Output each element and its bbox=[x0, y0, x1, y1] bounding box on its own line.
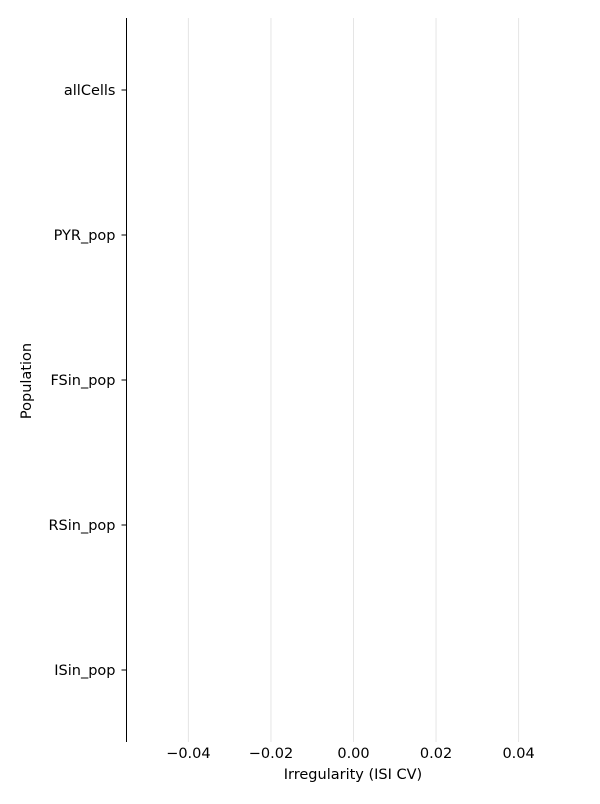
y-tick-label: PYR_pop bbox=[54, 228, 116, 244]
x-tick-label: −0.02 bbox=[249, 746, 293, 762]
x-tick-label: 0.04 bbox=[502, 746, 534, 762]
y-axis-label: Population bbox=[19, 343, 35, 419]
grid-layer bbox=[187, 18, 520, 742]
x-tick-layer: −0.04 −0.02 0.00 0.02 0.04 bbox=[166, 746, 535, 762]
y-tick-label: allCells bbox=[64, 83, 116, 99]
y-tick-label: RSin_pop bbox=[48, 518, 115, 534]
y-tick-label: ISin_pop bbox=[54, 663, 115, 679]
y-tick-layer: allCells PYR_pop FSin_pop RSin_pop ISin_pop bbox=[48, 83, 127, 679]
x-tick-label: 0.02 bbox=[420, 746, 452, 762]
x-axis-label: Irregularity (ISI CV) bbox=[284, 767, 422, 783]
x-tick-label: −0.04 bbox=[166, 746, 210, 762]
x-tick-label: 0.00 bbox=[337, 746, 369, 762]
y-tick-label: FSin_pop bbox=[50, 373, 115, 389]
